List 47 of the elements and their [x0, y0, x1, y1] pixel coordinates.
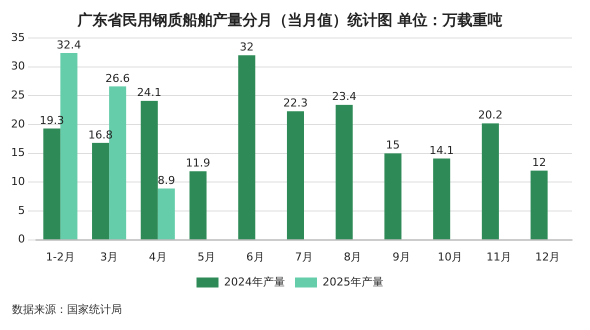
data-label: 23.4	[332, 90, 356, 104]
x-tick-label: 3月	[100, 250, 118, 264]
y-tick-label: 20	[10, 117, 25, 130]
x-tick-label: 7月	[295, 250, 313, 264]
data-label: 12	[532, 156, 546, 169]
source-note: 数据来源：国家统计局	[12, 302, 122, 317]
bar	[92, 142, 110, 240]
y-tick-label: 10	[10, 175, 25, 188]
bar	[238, 55, 256, 240]
chart-title: 广东省民用钢质船舶产量分月（当月值）统计图 单位：万载重吨	[76, 10, 503, 29]
bar	[433, 158, 450, 240]
bar	[158, 188, 175, 240]
bar	[189, 171, 207, 240]
x-tick-label: 9月	[392, 250, 410, 264]
data-label: 20.2	[478, 108, 503, 122]
x-tick-label: 12月	[535, 250, 560, 264]
data-label: 11.9	[186, 156, 210, 170]
y-tick-label: 25	[10, 88, 25, 102]
x-tick-label: 8月	[344, 250, 362, 264]
bar	[482, 123, 499, 240]
data-label: 14.1	[429, 144, 454, 157]
y-tick-label: 35	[10, 30, 25, 44]
data-label: 15	[386, 138, 400, 152]
bar	[336, 104, 353, 240]
x-tick-label: 4月	[148, 250, 167, 264]
x-tick-label: 1-2月	[46, 250, 75, 264]
x-tick-label: 6月	[246, 250, 264, 264]
data-label: 32	[240, 40, 254, 54]
x-tick-label: 11月	[486, 250, 512, 264]
legend-label: 2025年产量	[322, 275, 384, 288]
data-label: 26.6	[105, 72, 130, 85]
data-label: 8.9	[158, 174, 176, 187]
y-tick-label: 0	[18, 232, 25, 246]
bar	[384, 153, 402, 240]
y-tick-label: 5	[18, 204, 25, 217]
data-label: 24.1	[137, 86, 162, 100]
data-label: 32.4	[56, 38, 82, 52]
bar	[43, 128, 60, 240]
y-tick-label: 15	[10, 146, 25, 160]
legend-label: 2024年产量	[224, 275, 286, 288]
bar	[286, 111, 304, 240]
data-label: 22.3	[283, 96, 308, 110]
bar	[140, 100, 158, 240]
bar	[530, 170, 548, 240]
x-tick-label: 10月	[438, 250, 463, 264]
y-tick-label: 30	[10, 60, 25, 73]
x-tick-label: 5月	[198, 250, 216, 264]
